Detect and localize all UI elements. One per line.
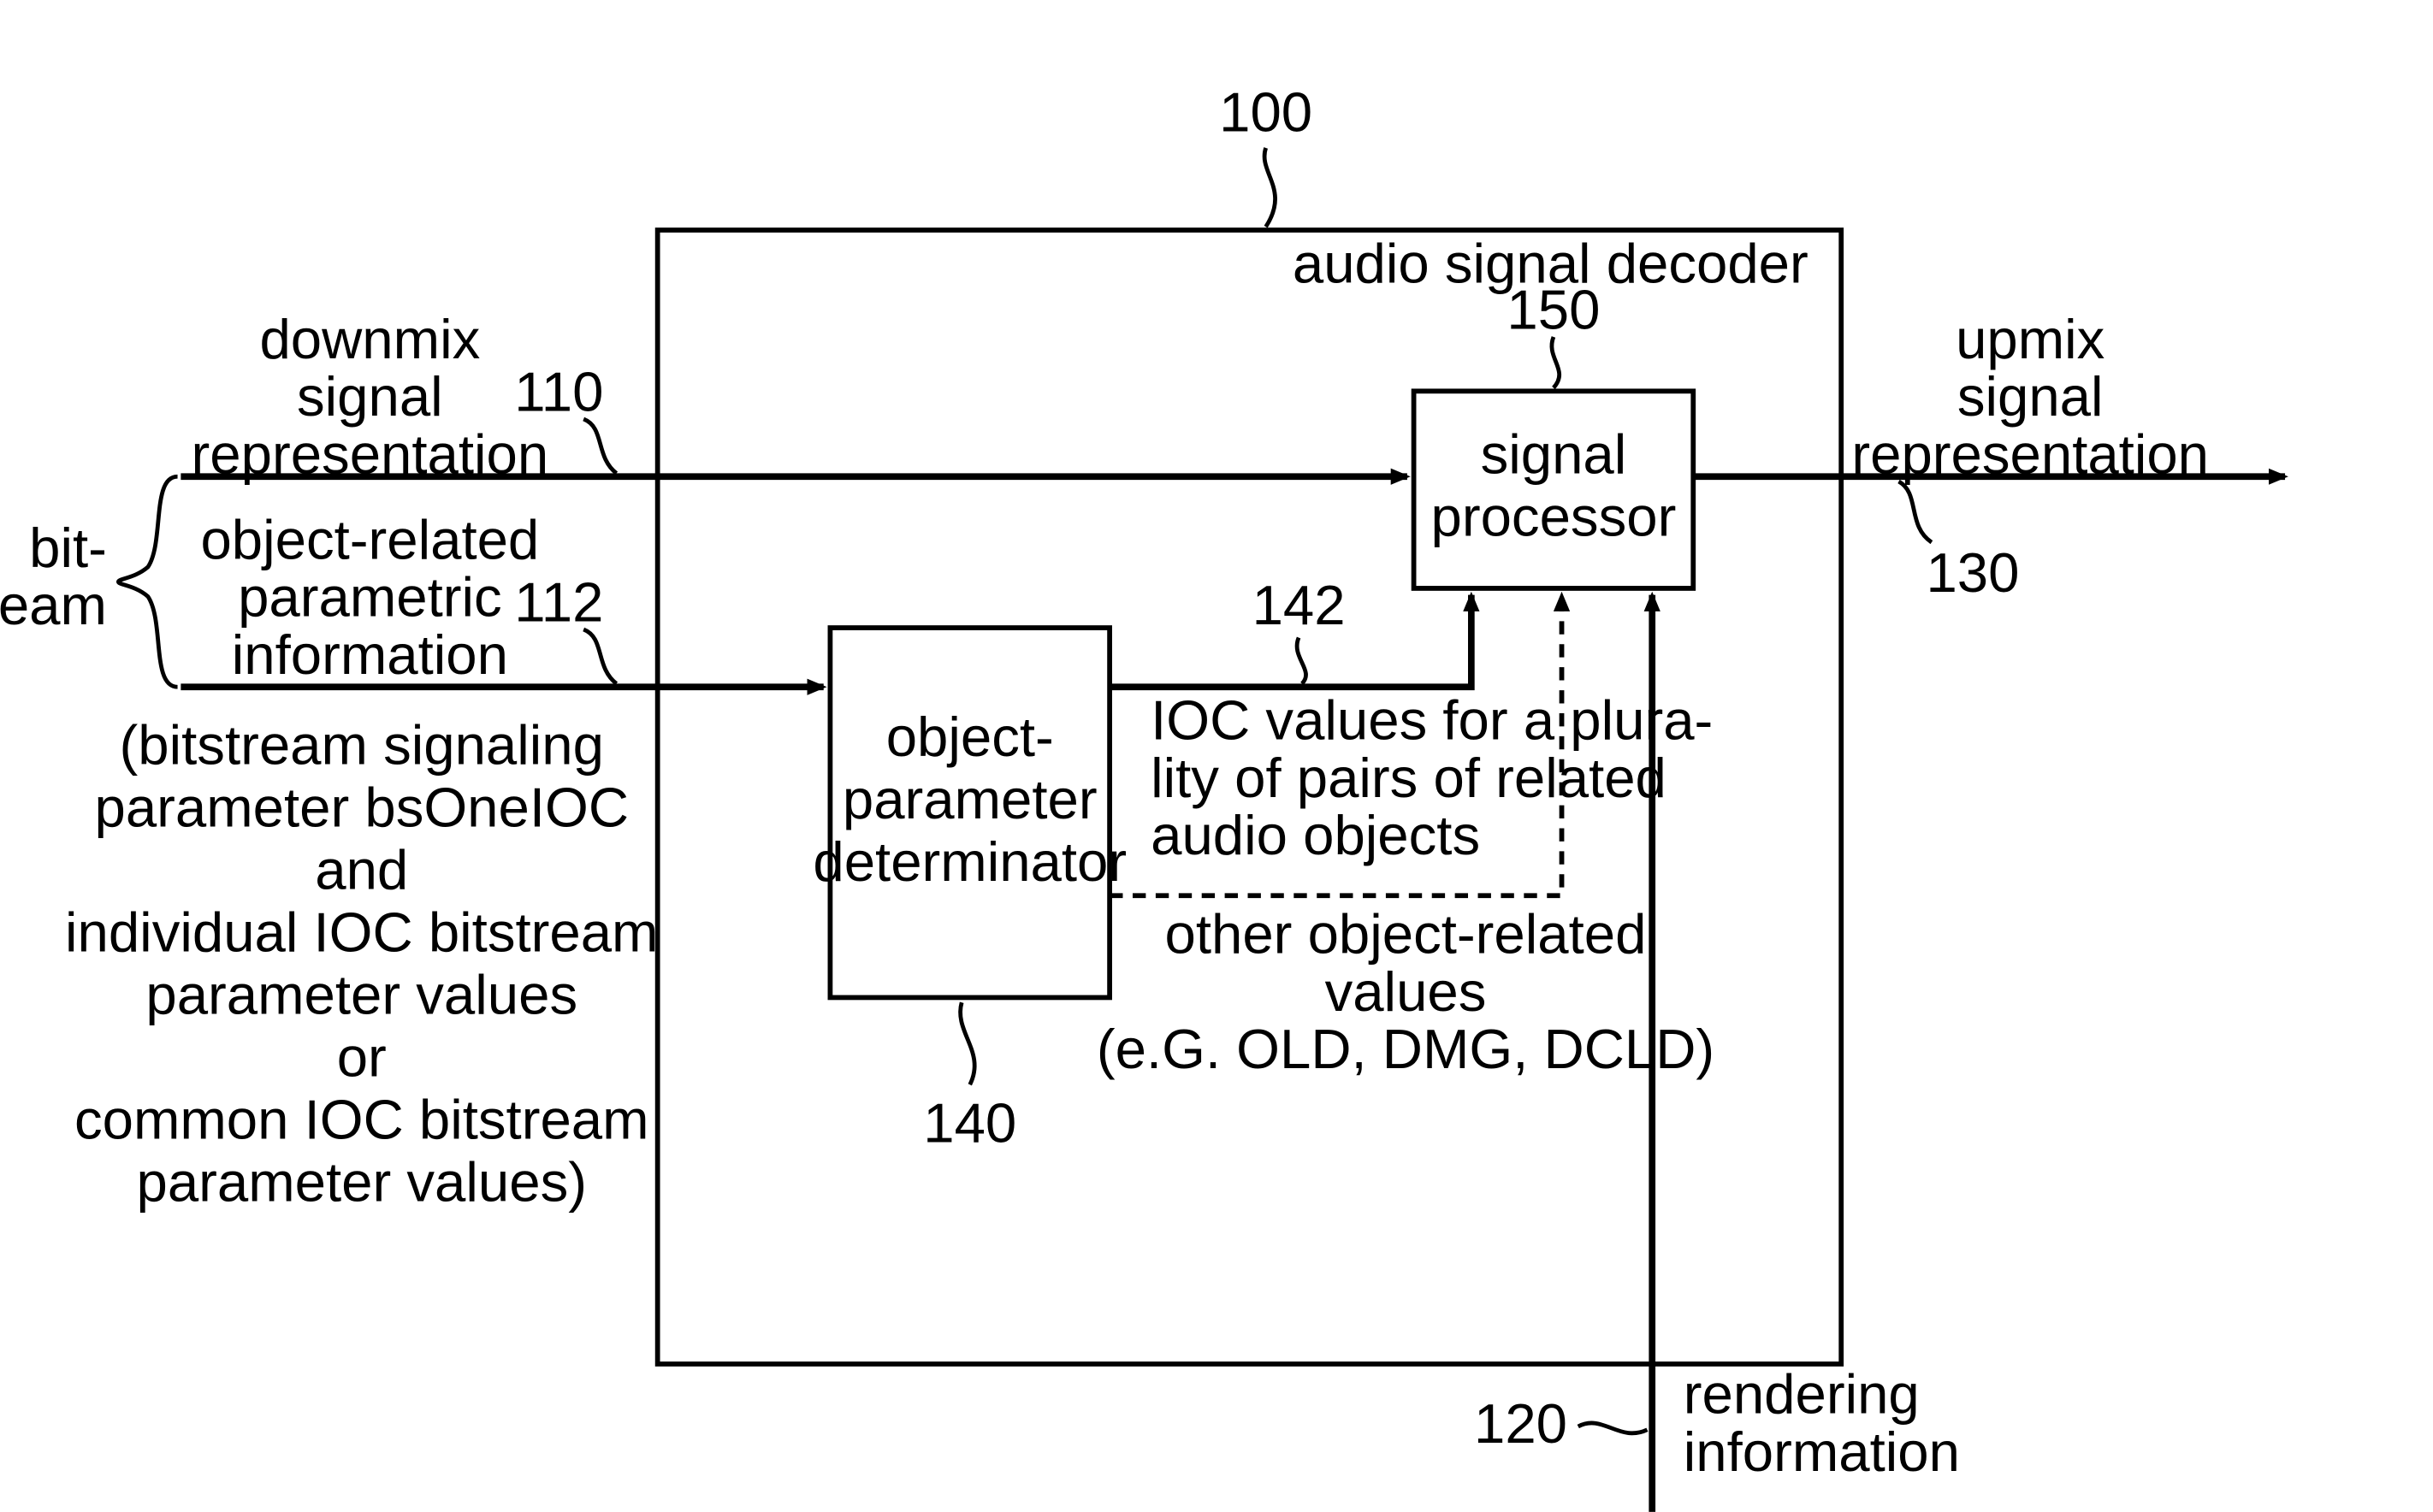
ref-130: 130 [1926, 541, 2019, 604]
note-l6: or [337, 1026, 387, 1089]
leader-110 [583, 419, 616, 473]
bitstream-l1: bit- [29, 517, 107, 579]
rendering-l2: information [1684, 1420, 1960, 1483]
ioc-l3: audio objects [1151, 804, 1480, 866]
downmix-l3: representation [192, 422, 549, 485]
upmix-l1: upmix [1956, 308, 2104, 370]
ioc-l2: lity of pairs of related [1151, 747, 1666, 809]
processor-l2: processor [1431, 485, 1677, 547]
processor-l1: signal [1481, 422, 1627, 485]
leader-150 [1552, 337, 1560, 388]
other-l2: values [1325, 960, 1487, 1023]
upmix-l3: representation [1851, 422, 2209, 485]
upmix-l2: signal [1957, 365, 2104, 428]
determinator-l1: object- [886, 706, 1054, 768]
ref-112: 112 [514, 570, 603, 633]
ref-150: 150 [1507, 278, 1600, 340]
leader-120 [1578, 1423, 1648, 1433]
leader-112 [583, 629, 616, 683]
rendering-l1: rendering [1684, 1363, 1920, 1426]
param-l3: information [232, 623, 508, 686]
leader-100 [1264, 148, 1276, 227]
ref-110: 110 [514, 360, 603, 422]
other-l3: (e.G. OLD, DMG, DCLD) [1097, 1018, 1714, 1080]
determinator-l3: determinator [813, 830, 1127, 893]
param-l2: parametric [238, 566, 502, 629]
note-l8: parameter values) [137, 1151, 588, 1214]
note-l4: individual IOC bitstream [65, 901, 658, 964]
diagram-canvas: audio signal decoder 100 object- paramet… [0, 0, 2433, 1512]
ref-120: 120 [1474, 1392, 1567, 1455]
note-l2: parameter bsOneIOC [94, 777, 629, 839]
bitstream-l2: stream [0, 574, 107, 636]
ioc-l1: IOC values for a plura- [1151, 689, 1713, 752]
ref-142: 142 [1252, 574, 1346, 636]
ref-140: 140 [923, 1092, 1016, 1155]
downmix-l1: downmix [259, 308, 480, 370]
leader-142 [1297, 638, 1305, 684]
note-l5: parameter values [145, 964, 577, 1026]
note-l3: and [315, 839, 408, 901]
note-l7: common IOC bitstream [74, 1089, 649, 1151]
leader-130 [1898, 481, 1931, 542]
downmix-l2: signal [297, 365, 443, 428]
determinator-l2: parameter [843, 768, 1098, 830]
ref-100: 100 [1219, 81, 1312, 144]
note-l1: (bitstream signaling [120, 714, 604, 777]
other-l1: other object-related [1165, 903, 1647, 966]
brace-bitstream [118, 476, 177, 687]
param-l1: object-related [200, 508, 539, 570]
leader-140 [961, 1002, 975, 1084]
